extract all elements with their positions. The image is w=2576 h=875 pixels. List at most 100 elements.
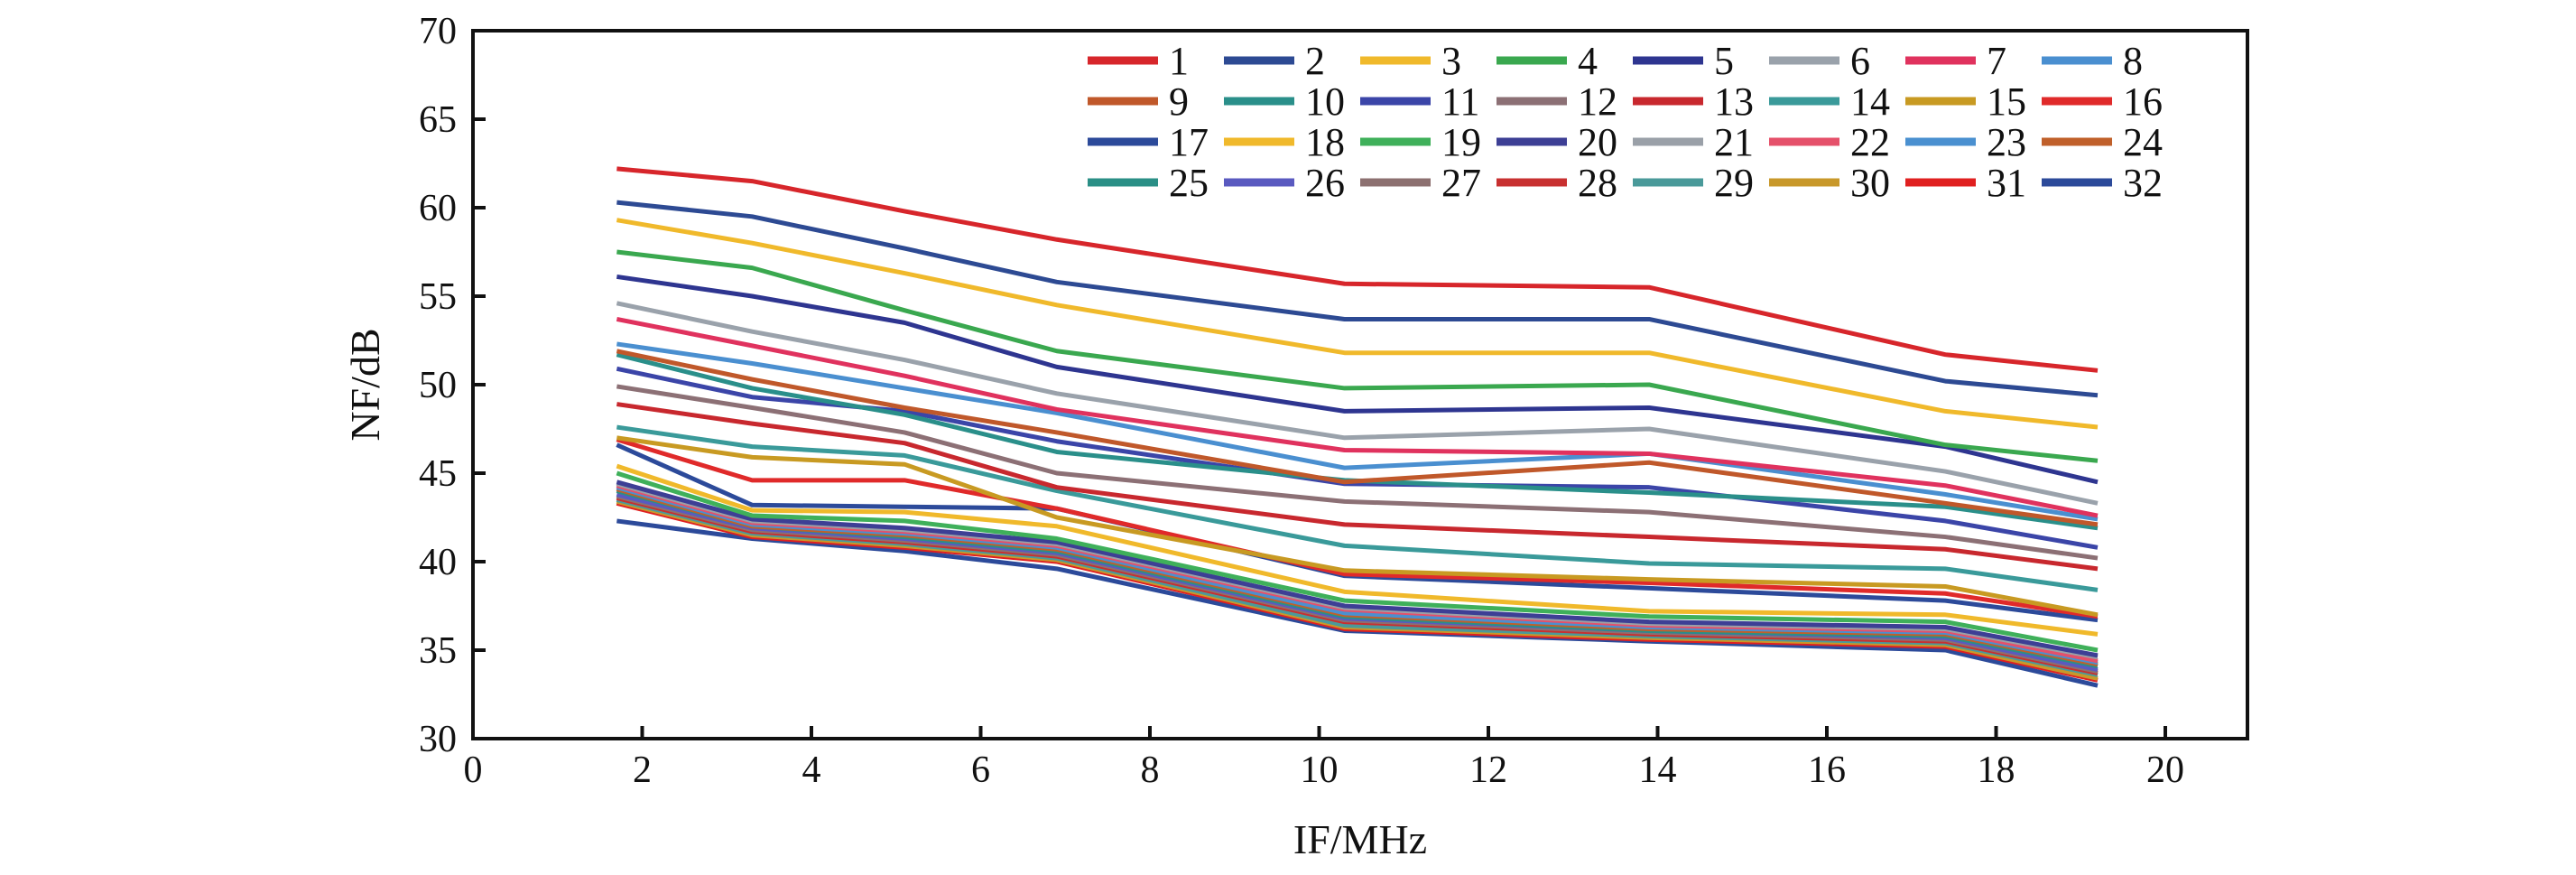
legend-item-4: 4 (1496, 39, 1598, 83)
legend-item-15: 15 (1905, 79, 2026, 124)
legend-label: 3 (1441, 39, 1461, 83)
legend-item-17: 17 (1088, 120, 1209, 164)
series-line-6 (616, 301, 2099, 506)
legend-item-24: 24 (2042, 120, 2163, 164)
legend-item-18: 18 (1224, 120, 1345, 164)
legend-item-30: 30 (1769, 161, 1890, 205)
legend-label: 14 (1850, 79, 1890, 124)
x-tick-label: 0 (464, 749, 483, 791)
series-line-19 (616, 470, 2099, 653)
x-tick-label: 14 (1639, 749, 1677, 791)
legend-label: 1 (1169, 39, 1189, 83)
series-line-12 (616, 384, 2099, 561)
legend-item-2: 2 (1224, 39, 1325, 83)
series-line-13 (616, 402, 2099, 572)
x-tick-label: 10 (1301, 749, 1339, 791)
legend-item-13: 13 (1633, 79, 1754, 124)
x-tick-label: 2 (633, 749, 652, 791)
legend-item-32: 32 (2042, 161, 2163, 205)
legend-label: 17 (1169, 120, 1209, 164)
series-line-11 (616, 366, 2099, 550)
series-line-3 (616, 218, 2099, 430)
x-axis: 0 2 4 6 8 10 12 14 16 18 20 (464, 726, 2184, 791)
legend-item-3: 3 (1360, 39, 1461, 83)
legend-item-31: 31 (1905, 161, 2026, 205)
legend-item-19: 19 (1360, 120, 1481, 164)
series-line-2 (616, 200, 2099, 398)
y-tick-label: 60 (419, 188, 457, 229)
x-axis-label: IF/MHz (1293, 816, 1427, 862)
legend-item-8: 8 (2042, 39, 2143, 83)
legend-item-23: 23 (1905, 120, 2026, 164)
legend-label: 5 (1714, 39, 1734, 83)
legend-label: 9 (1169, 79, 1189, 124)
y-axis: 30 35 40 45 50 55 60 65 70 (419, 11, 486, 760)
series-line-16 (616, 437, 2099, 619)
series-line-4 (616, 249, 2099, 463)
y-axis-label: NF/dB (342, 328, 388, 441)
series-line-1 (616, 166, 2099, 373)
legend-label: 26 (1305, 161, 1345, 205)
series-line-9 (616, 349, 2099, 527)
series-line-10 (616, 352, 2099, 531)
y-tick-label: 30 (419, 719, 457, 760)
legend-label: 19 (1441, 120, 1481, 164)
series-line-18 (616, 463, 2099, 637)
legend-item-9: 9 (1088, 79, 1189, 124)
series-line-15 (616, 435, 2099, 618)
y-tick-label: 45 (419, 453, 457, 495)
series-line-8 (616, 341, 2099, 522)
legend-label: 25 (1169, 161, 1209, 205)
legend-label: 6 (1850, 39, 1870, 83)
legend-item-21: 21 (1633, 120, 1754, 164)
legend-item-29: 29 (1633, 161, 1754, 205)
x-tick-label: 20 (2146, 749, 2184, 791)
legend-item-22: 22 (1769, 120, 1890, 164)
x-tick-label: 8 (1141, 749, 1160, 791)
legend-item-28: 28 (1496, 161, 1617, 205)
legend-label: 11 (1441, 79, 1479, 124)
y-tick-label: 70 (419, 11, 457, 52)
legend-item-20: 20 (1496, 120, 1617, 164)
series-line-20 (616, 479, 2099, 658)
legend-label: 15 (1987, 79, 2026, 124)
legend-label: 24 (2123, 120, 2163, 164)
legend-item-5: 5 (1633, 39, 1734, 83)
legend-item-1: 1 (1088, 39, 1189, 83)
legend-item-26: 26 (1224, 161, 1345, 205)
y-tick-label: 55 (419, 276, 457, 318)
legend-label: 28 (1578, 161, 1617, 205)
x-tick-label: 18 (1978, 749, 2015, 791)
x-tick-label: 6 (971, 749, 990, 791)
y-tick-label: 35 (419, 630, 457, 672)
x-tick-label: 12 (1469, 749, 1507, 791)
series-lines (616, 166, 2099, 688)
legend-label: 7 (1987, 39, 2006, 83)
legend-label: 29 (1714, 161, 1754, 205)
legend-label: 22 (1850, 120, 1890, 164)
legend-label: 10 (1305, 79, 1345, 124)
legend-item-16: 16 (2042, 79, 2163, 124)
legend-label: 4 (1578, 39, 1598, 83)
legend-label: 16 (2123, 79, 2163, 124)
legend-label: 27 (1441, 161, 1481, 205)
x-tick-label: 16 (1808, 749, 1846, 791)
y-tick-label: 40 (419, 542, 457, 583)
series-line-14 (616, 424, 2099, 592)
legend-item-6: 6 (1769, 39, 1870, 83)
series-line-5 (616, 274, 2099, 485)
legend-label: 18 (1305, 120, 1345, 164)
legend-item-25: 25 (1088, 161, 1209, 205)
x-tick-label: 4 (802, 749, 821, 791)
legend-item-12: 12 (1496, 79, 1617, 124)
legend-label: 20 (1578, 120, 1617, 164)
legend-label: 21 (1714, 120, 1754, 164)
legend-label: 23 (1987, 120, 2026, 164)
legend-item-7: 7 (1905, 39, 2006, 83)
legend-item-10: 10 (1224, 79, 1345, 124)
series-line-7 (616, 317, 2099, 518)
y-tick-label: 50 (419, 365, 457, 406)
legend-label: 8 (2123, 39, 2143, 83)
